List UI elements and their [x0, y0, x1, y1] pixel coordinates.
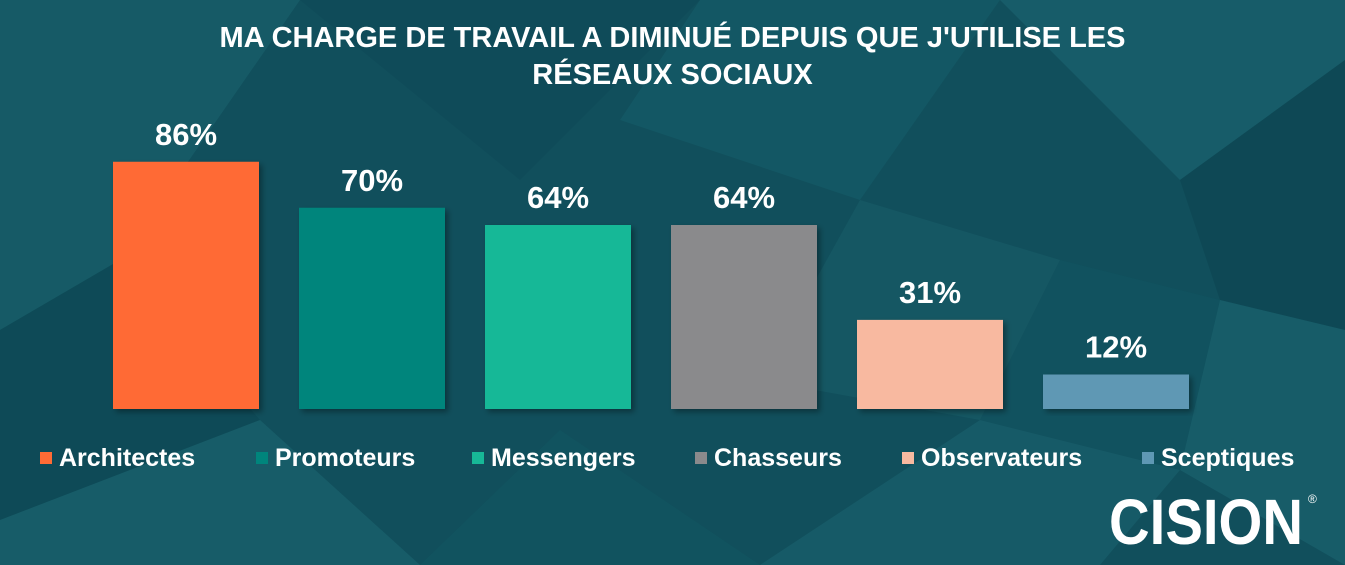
legend-label: Messengers	[491, 443, 636, 472]
legend-label: Observateurs	[921, 443, 1083, 472]
value-label-architectes: 86%	[155, 117, 217, 152]
legend-item-messengers: Messengers	[472, 440, 636, 476]
legend-swatch	[256, 452, 268, 464]
svg-text:®: ®	[1308, 492, 1317, 506]
legend-label: Architectes	[59, 443, 196, 472]
bar-promoteurs	[299, 207, 445, 409]
bar-sceptiques	[1043, 374, 1189, 409]
value-label-observateurs: 31%	[899, 275, 961, 310]
legend-item-architectes: Architectes	[40, 440, 195, 476]
legend: Architectes Promoteurs Messengers Chasseurs…	[0, 440, 1345, 476]
bar-messengers	[485, 225, 631, 409]
chart-title-line-2: RÉSEAUX SOCIAUX	[532, 59, 813, 91]
value-labels-group: 86% 70% 64% 64% 31% 12%	[155, 117, 1147, 365]
cision-logo: CISION ®	[1109, 486, 1317, 555]
bar-observateurs	[857, 319, 1003, 409]
legend-item-chasseurs: Chasseurs	[695, 440, 842, 476]
chart-title: MA CHARGE DE TRAVAIL A DIMINUÉ DEPUIS QU…	[0, 20, 1345, 94]
legend-swatch	[40, 452, 52, 464]
legend-swatch	[695, 452, 707, 464]
legend-label: Promoteurs	[275, 443, 416, 472]
bar-architectes	[113, 161, 259, 409]
value-label-messengers: 64%	[527, 180, 589, 215]
value-label-promoteurs: 70%	[341, 163, 403, 198]
chart-title-line-1: MA CHARGE DE TRAVAIL A DIMINUÉ DEPUIS QU…	[219, 22, 1126, 54]
legend-swatch	[902, 452, 914, 464]
legend-item-sceptiques: Sceptiques	[1142, 440, 1294, 476]
legend-swatch	[472, 452, 484, 464]
bar-chasseurs	[671, 225, 817, 409]
legend-item-promoteurs: Promoteurs	[256, 440, 415, 476]
svg-text:CISION: CISION	[1109, 486, 1303, 555]
legend-item-observateurs: Observateurs	[902, 440, 1082, 476]
legend-swatch	[1142, 452, 1154, 464]
value-label-sceptiques: 12%	[1085, 330, 1147, 365]
legend-label: Chasseurs	[714, 443, 842, 472]
legend-label: Sceptiques	[1161, 443, 1295, 472]
bars-group	[113, 161, 1189, 409]
value-label-chasseurs: 64%	[713, 180, 775, 215]
